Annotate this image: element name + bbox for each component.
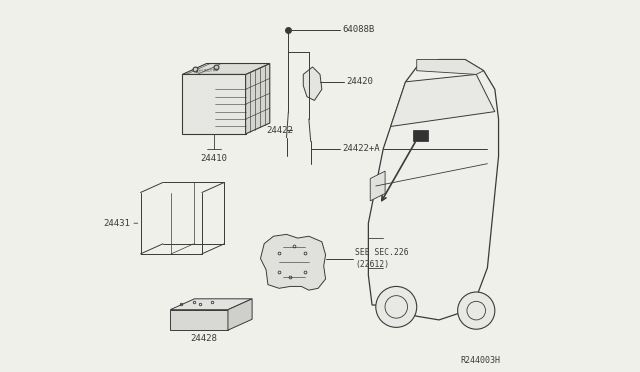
Polygon shape [182, 74, 246, 134]
Polygon shape [182, 64, 270, 74]
Circle shape [458, 292, 495, 329]
Polygon shape [170, 299, 252, 310]
Polygon shape [246, 64, 270, 134]
Polygon shape [417, 60, 484, 74]
Text: 24431: 24431 [104, 219, 131, 228]
Text: 24422: 24422 [266, 126, 293, 135]
Text: AUTOMOTIVE: AUTOMOTIVE [196, 68, 219, 74]
Text: 24422+A: 24422+A [342, 144, 380, 153]
Text: 24428: 24428 [191, 334, 218, 343]
Circle shape [376, 286, 417, 327]
Polygon shape [370, 171, 385, 201]
Polygon shape [303, 67, 322, 100]
Polygon shape [390, 74, 495, 126]
Polygon shape [228, 299, 252, 330]
Polygon shape [369, 60, 499, 320]
Text: R244003H: R244003H [460, 356, 500, 365]
Polygon shape [170, 310, 228, 330]
Polygon shape [260, 234, 326, 290]
Text: SEE SEC.226
(22612): SEE SEC.226 (22612) [355, 248, 409, 269]
Text: 64088B: 64088B [342, 25, 374, 34]
Text: 24410: 24410 [200, 154, 227, 163]
FancyBboxPatch shape [413, 130, 428, 141]
Text: 24420: 24420 [346, 77, 373, 86]
